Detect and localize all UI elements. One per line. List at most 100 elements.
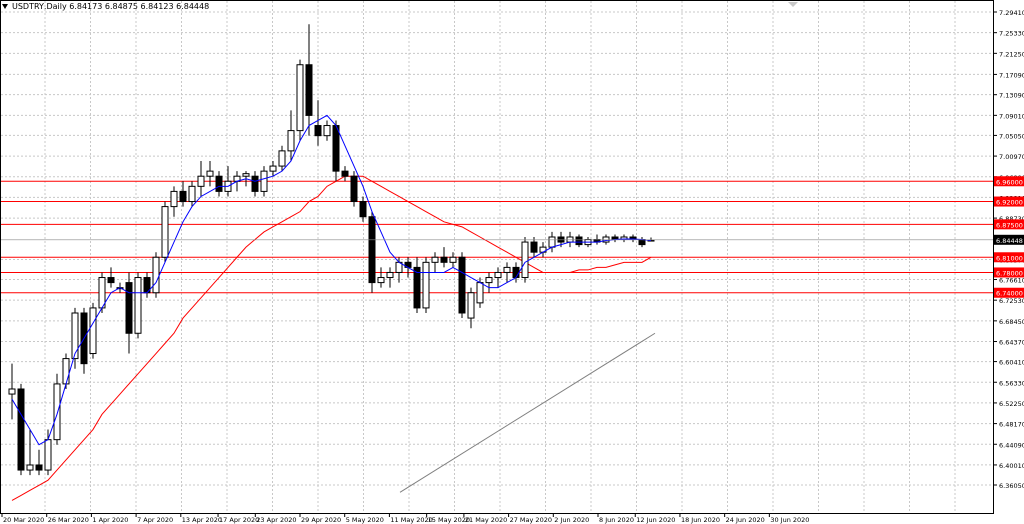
candle-up[interactable] (260, 170, 268, 192)
x-tick-label: 26 Mar 2020 (48, 516, 89, 524)
candle-up[interactable] (287, 130, 295, 152)
y-tick-label: 7.09010 (999, 112, 1024, 120)
candle-up[interactable] (188, 185, 196, 203)
current-price-label-bg (994, 234, 1024, 245)
level-label: 6.96000 (996, 178, 1023, 186)
x-tick-label: 27 May 2020 (510, 516, 552, 524)
y-tick-label: 7.05050 (999, 132, 1024, 140)
candle-up[interactable] (269, 165, 277, 172)
candle-down[interactable] (359, 201, 367, 218)
y-tick-label: 6.60410 (999, 359, 1024, 367)
level-label: 6.74000 (996, 290, 1023, 298)
candle-up[interactable] (503, 266, 511, 273)
candle-up[interactable] (485, 277, 493, 284)
x-tick-label: 1 Apr 2020 (92, 516, 128, 524)
candle-up[interactable] (278, 150, 286, 167)
x-tick-label: 7 Apr 2020 (137, 516, 173, 524)
candle-up[interactable] (476, 282, 484, 304)
chart-shift-icon[interactable] (788, 2, 798, 7)
candle-down[interactable] (35, 464, 43, 471)
x-tick-label: 20 Mar 2020 (3, 516, 44, 524)
level-label-bg (994, 196, 1024, 207)
ma-fast-line (11, 114, 652, 446)
candle-up[interactable] (494, 271, 502, 279)
candle-down[interactable] (350, 175, 358, 203)
x-tick-label: 13 Apr 2020 (182, 516, 222, 524)
candle-up[interactable] (152, 256, 160, 294)
candle-up[interactable] (422, 261, 430, 309)
candle-down[interactable] (17, 388, 25, 471)
candle-up[interactable] (161, 206, 169, 258)
y-tick-label: 6.44090 (999, 441, 1024, 449)
chart-title: USDTRY,Daily 6.84173 6.84875 6.84123 6.8… (2, 2, 209, 11)
y-tick-label: 6.64370 (999, 339, 1024, 347)
candle-down[interactable] (314, 125, 322, 137)
candle-up[interactable] (44, 439, 52, 471)
candle-up[interactable] (467, 292, 475, 319)
candle-up[interactable] (8, 388, 16, 395)
x-tick-label: 17 Apr 2020 (219, 516, 259, 524)
ma-long-line (399, 332, 656, 493)
candle-up[interactable] (431, 256, 439, 263)
candle-down[interactable] (341, 170, 349, 177)
candle-up[interactable] (134, 277, 142, 334)
candle-up[interactable] (242, 173, 250, 177)
candle-up[interactable] (62, 358, 70, 385)
current-price-label: 6.84448 (996, 237, 1023, 245)
candle-down[interactable] (332, 125, 340, 172)
level-label: 6.92000 (996, 199, 1023, 207)
candle-down[interactable] (575, 236, 583, 246)
level-label-bg (994, 287, 1024, 298)
x-tick-label: 23 Apr 2020 (256, 516, 296, 524)
y-tick-label: 7.21250 (999, 50, 1024, 58)
candle-down[interactable] (440, 256, 448, 263)
x-tick-label: 12 Jun 2020 (636, 516, 675, 524)
ma-slow-line (11, 175, 652, 501)
level-label: 6.87500 (996, 221, 1023, 229)
y-tick-label: 6.52250 (999, 400, 1024, 408)
candle-up[interactable] (377, 277, 385, 284)
dropdown-triangle-icon[interactable] (2, 4, 8, 9)
x-tick-label: 24 Jun 2020 (726, 516, 765, 524)
y-tick-label: 6.76610 (999, 277, 1024, 285)
candle-up[interactable] (71, 312, 79, 360)
candle-up[interactable] (521, 241, 529, 279)
candle-down[interactable] (305, 64, 313, 116)
candle-down[interactable] (638, 239, 646, 246)
candle-up[interactable] (170, 190, 178, 208)
y-tick-label: 7.00970 (999, 153, 1024, 161)
candle-down[interactable] (179, 190, 187, 203)
x-tick-label: 5 May 2020 (346, 516, 384, 524)
y-tick-label: 6.56330 (999, 379, 1024, 387)
candle-down[interactable] (512, 266, 520, 279)
candle-up[interactable] (197, 175, 205, 187)
x-tick-label: 29 Apr 2020 (301, 516, 341, 524)
candle-up[interactable] (386, 271, 394, 279)
y-tick-label: 6.88730 (999, 215, 1024, 223)
candle-down[interactable] (530, 241, 538, 253)
level-label: 6.78000 (996, 269, 1023, 277)
y-tick-label: 7.13090 (999, 92, 1024, 100)
candle-up[interactable] (296, 64, 304, 132)
candle-down[interactable] (368, 216, 376, 284)
candle-down[interactable] (413, 266, 421, 309)
y-tick-label: 6.72530 (999, 297, 1024, 305)
candle-down[interactable] (458, 256, 466, 314)
y-tick-label: 6.68450 (999, 318, 1024, 326)
candle-up[interactable] (449, 256, 457, 263)
candle-up[interactable] (98, 277, 106, 309)
candle-down[interactable] (215, 175, 223, 192)
candle-down[interactable] (107, 277, 115, 284)
candle-up[interactable] (206, 170, 214, 177)
candle-up[interactable] (53, 383, 61, 441)
candle-up[interactable] (26, 464, 34, 471)
candle-up[interactable] (548, 236, 556, 248)
level-label-bg (994, 219, 1024, 230)
x-tick-label: 2 Jun 2020 (554, 516, 589, 524)
candle-down[interactable] (251, 175, 259, 192)
candle-up[interactable] (89, 307, 97, 355)
candle-down[interactable] (125, 282, 133, 334)
candle-up[interactable] (323, 125, 331, 137)
